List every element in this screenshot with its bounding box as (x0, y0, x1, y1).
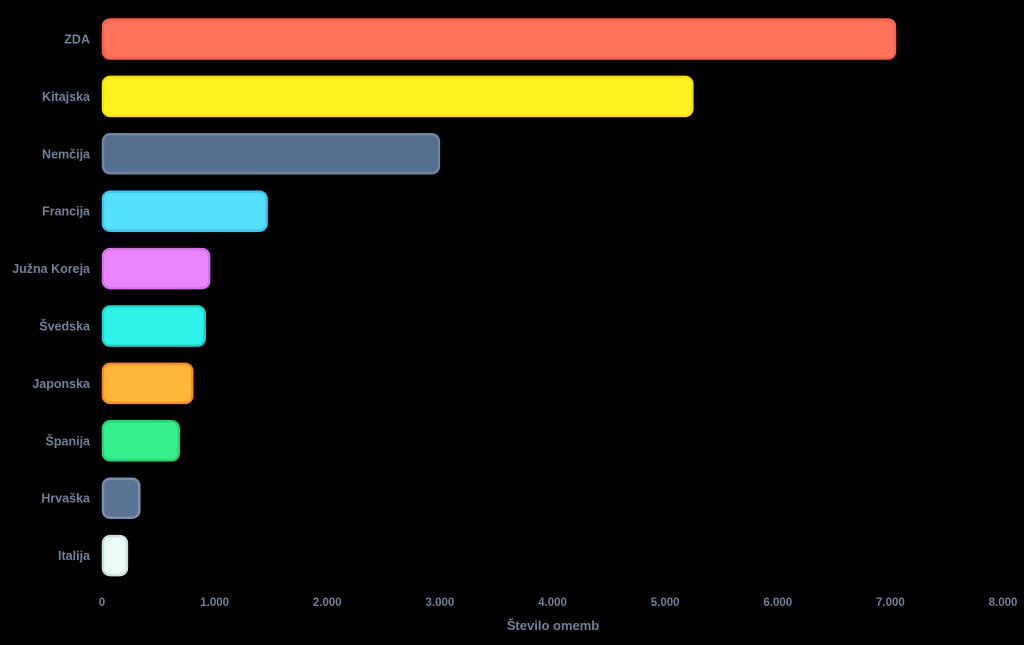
bars-layer (101, 18, 897, 577)
bar-4 (101, 247, 211, 290)
category-label-3: Francija (42, 205, 91, 219)
x-tick-label-0: 0 (99, 597, 105, 609)
bar-1 (101, 75, 694, 118)
x-tick-label-6: 6.000 (763, 597, 792, 609)
bar-3 (101, 190, 268, 232)
x-tick-label-4: 4.000 (538, 597, 567, 609)
category-label-6: Japonska (32, 377, 91, 391)
category-label-8: Hrvaška (41, 492, 91, 506)
bar-9 (101, 534, 129, 577)
category-label-9: Italija (58, 549, 91, 563)
bar-5 (101, 305, 206, 347)
category-label-2: Nemčija (42, 147, 91, 161)
x-tick-label-3: 3.000 (425, 597, 454, 609)
bar-7 (101, 420, 180, 462)
bar-6 (101, 362, 194, 405)
x-axis-title: Število omemb (507, 618, 600, 633)
x-tick-label-2: 2.000 (313, 597, 342, 609)
x-tick-label-8: 8.000 (989, 597, 1018, 609)
bar-2 (101, 133, 441, 175)
category-label-4: Južna Koreja (12, 262, 91, 276)
x-tick-label-5: 5.000 (651, 597, 680, 609)
category-label-1: Kitajska (42, 90, 91, 104)
category-labels: ZDA Kitajska Nemčija Francija Južna Koreja Šv… (12, 33, 91, 564)
category-label-5: Švedska (39, 319, 91, 334)
bar-0 (101, 18, 897, 60)
x-tick-label-1: 1.000 (200, 597, 229, 609)
category-label-7: Španija (46, 433, 92, 448)
bar-8 (101, 477, 141, 519)
category-label-0: ZDA (64, 33, 90, 47)
x-tick-labels: 0 1.000 2.000 3.000 4.000 5.000 6.000 7.000 8.00… (99, 597, 1018, 609)
x-tick-label-7: 7.000 (876, 597, 905, 609)
